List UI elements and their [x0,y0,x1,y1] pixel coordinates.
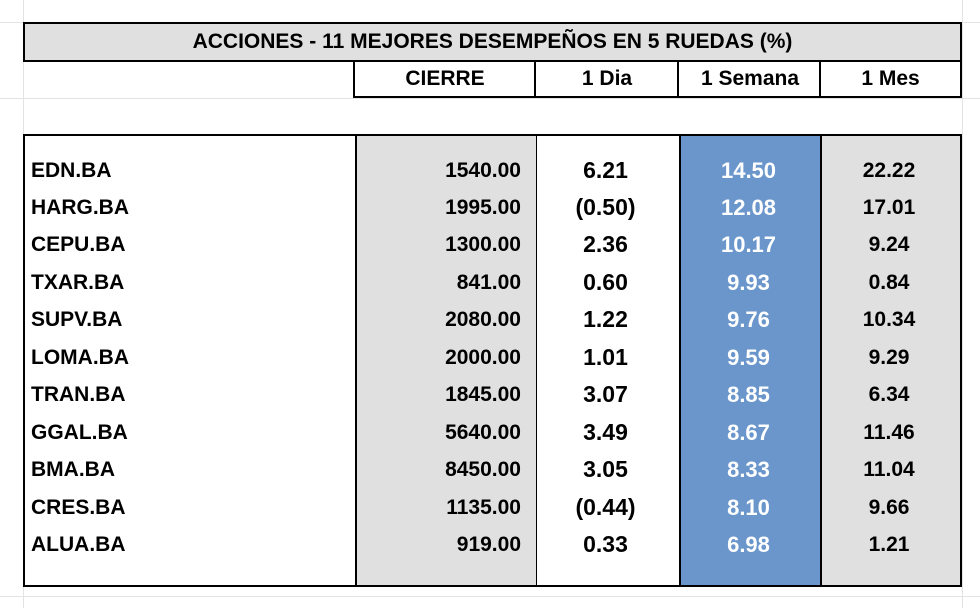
table-row: CEPU.BA 1300.00 2.36 10.17 9.24 [23,226,962,263]
cierre-cell: 841.00 [456,271,521,294]
table-row: GGAL.BA 5640.00 3.49 8.67 11.46 [23,414,962,451]
mes-cell: 1.21 [868,533,910,556]
cierre-cell: 1135.00 [446,496,521,519]
header-dia: 1 Dia [534,62,678,98]
semana-cell: 14.50 [720,158,777,183]
table-body [23,134,962,587]
table-row: TXAR.BA 841.00 0.60 9.93 0.84 [23,264,962,301]
ticker-cell: GGAL.BA [31,421,128,444]
dia-cell: (0.44) [575,494,636,520]
dia-cell: 3.05 [583,456,628,482]
gridline [962,0,963,608]
cierre-cell: 1300.00 [445,233,521,256]
dia-cell: 0.33 [583,531,628,557]
dia-cell: 2.36 [583,231,628,257]
cierre-cell: 1540.00 [445,159,521,182]
column-dia [536,136,679,585]
header-cierre: CIERRE [353,62,535,98]
table-row: TRAN.BA 1845.00 3.07 8.85 6.34 [23,376,962,413]
table-title: ACCIONES - 11 MEJORES DESEMPEÑOS EN 5 RU… [23,22,962,62]
column-cierre [355,136,536,585]
mes-cell: 6.34 [868,383,910,406]
mes-cell: 9.29 [868,346,910,369]
dia-cell: 3.07 [583,381,628,407]
performance-table: ACCIONES - 11 MEJORES DESEMPEÑOS EN 5 RU… [23,22,962,587]
column-ticker [25,136,355,585]
table-row: SUPV.BA 2080.00 1.22 9.76 10.34 [23,301,962,338]
semana-cell: 8.10 [727,495,770,520]
mes-cell: 22.22 [862,159,916,182]
cierre-cell: 2000.00 [445,346,521,369]
gridline [0,596,980,597]
cierre-cell: 2080.00 [445,308,521,331]
ticker-cell: EDN.BA [31,159,112,182]
cierre-cell: 919.00 [456,533,521,556]
dia-cell: 0.60 [583,269,628,295]
semana-cell: 9.93 [727,270,770,295]
ticker-cell: CEPU.BA [31,233,126,256]
dia-cell: 6.21 [583,157,628,183]
header-semana: 1 Semana [677,62,821,98]
mes-cell: 11.04 [863,458,915,481]
dia-cell: (0.50) [575,194,636,220]
ticker-cell: CRES.BA [31,496,126,519]
dia-cell: 3.49 [583,419,628,445]
mes-cell: 11.46 [863,421,915,444]
table-row: EDN.BA 1540.00 6.21 14.50 22.22 [23,152,962,189]
cierre-cell: 8450.00 [445,458,521,481]
semana-cell: 9.76 [727,307,770,332]
mes-cell: 9.24 [868,233,910,256]
column-semana-highlight [679,136,822,585]
cierre-cell: 5640.00 [445,421,521,444]
ticker-cell: BMA.BA [31,458,115,481]
mes-cell: 17.01 [862,196,916,219]
table-row: LOMA.BA 2000.00 1.01 9.59 9.29 [23,339,962,376]
semana-cell: 10.17 [720,232,777,257]
ticker-cell: HARG.BA [31,196,129,219]
mes-cell: 0.84 [868,271,910,294]
column-mes [822,136,960,585]
ticker-cell: ALUA.BA [31,533,126,556]
table-row: ALUA.BA 919.00 0.33 6.98 1.21 [23,526,962,563]
table-row: CRES.BA 1135.00 (0.44) 8.10 9.66 [23,489,962,526]
semana-cell: 8.67 [727,420,770,445]
cierre-cell: 1845.00 [445,383,521,406]
semana-cell: 12.08 [720,195,777,220]
dia-cell: 1.22 [583,306,628,332]
header-mes: 1 Mes [819,62,962,98]
cierre-cell: 1995.00 [445,196,521,219]
semana-cell: 8.33 [727,457,770,482]
semana-cell: 6.98 [727,532,770,557]
ticker-cell: TXAR.BA [31,271,125,294]
mes-cell: 10.34 [862,308,916,331]
dia-cell: 1.01 [583,344,628,370]
ticker-cell: SUPV.BA [31,308,123,331]
table-row: HARG.BA 1995.00 (0.50) 12.08 17.01 [23,189,962,226]
semana-cell: 8.85 [727,382,770,407]
table-row: BMA.BA 8450.00 3.05 8.33 11.04 [23,451,962,488]
ticker-cell: LOMA.BA [31,346,129,369]
ticker-cell: TRAN.BA [31,383,126,406]
gridline [0,98,980,99]
mes-cell: 9.66 [868,496,910,519]
semana-cell: 9.59 [727,345,770,370]
